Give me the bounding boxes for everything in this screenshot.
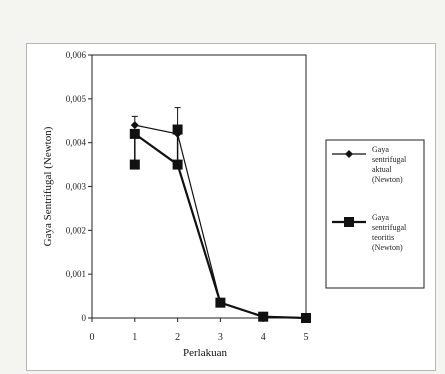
plot-area-border	[91, 54, 307, 319]
legend-label-line: aktual	[372, 165, 392, 174]
y-tick-label: 0,003	[66, 182, 87, 192]
square-point	[301, 313, 311, 323]
chart-axes	[88, 54, 307, 322]
square-point	[258, 311, 269, 322]
legend-label-line: sentrifugal	[372, 155, 407, 164]
series-1	[129, 124, 311, 323]
square-point	[129, 159, 140, 170]
x-tick-label: 5	[304, 332, 309, 343]
x-tick-label: 4	[261, 332, 266, 343]
x-tick-label: 3	[218, 332, 223, 343]
y-tick-label: 0,006	[66, 50, 87, 60]
y-tick-label: 0,002	[66, 225, 86, 235]
legend-label-line: teoritis	[372, 233, 394, 242]
x-tick-label: 0	[90, 332, 95, 343]
square-point	[172, 124, 183, 135]
legend-label-line: Gaya	[372, 213, 389, 222]
legend-box	[325, 139, 425, 289]
square-point	[215, 297, 226, 308]
diamond-point	[345, 150, 353, 158]
y-tick-label: 0,001	[66, 269, 86, 279]
series-0	[130, 107, 310, 322]
y-tick-label: 0,004	[66, 138, 87, 148]
tick-labels: 0 0,001 0,002 0,003 0,004 0,005 0,006 0 1 2 3 4 5	[66, 50, 309, 343]
x-tick-label: 1	[132, 332, 137, 343]
diamond-point	[130, 121, 139, 130]
legend-label-line: sentrifugal	[372, 223, 407, 232]
series-line	[134, 124, 307, 319]
x-axis-label: Perlakuan	[183, 347, 227, 359]
legend-label-line: (Newton)	[372, 175, 403, 184]
chart-legend: Gayasentrifugalaktual(Newton)Gayasentrif…	[325, 139, 425, 289]
square-point	[344, 217, 354, 227]
chart-series	[129, 107, 311, 323]
series-line	[134, 133, 307, 320]
y-tick-label: 0	[82, 313, 87, 323]
legend-label-line: Gaya	[372, 145, 389, 154]
legend-label-line: (Newton)	[372, 243, 403, 252]
x-tick-label: 2	[175, 332, 180, 343]
y-tick-label: 0,005	[66, 94, 87, 104]
y-axis-label: Gaya Sentrifugal (Newton)	[42, 126, 54, 246]
